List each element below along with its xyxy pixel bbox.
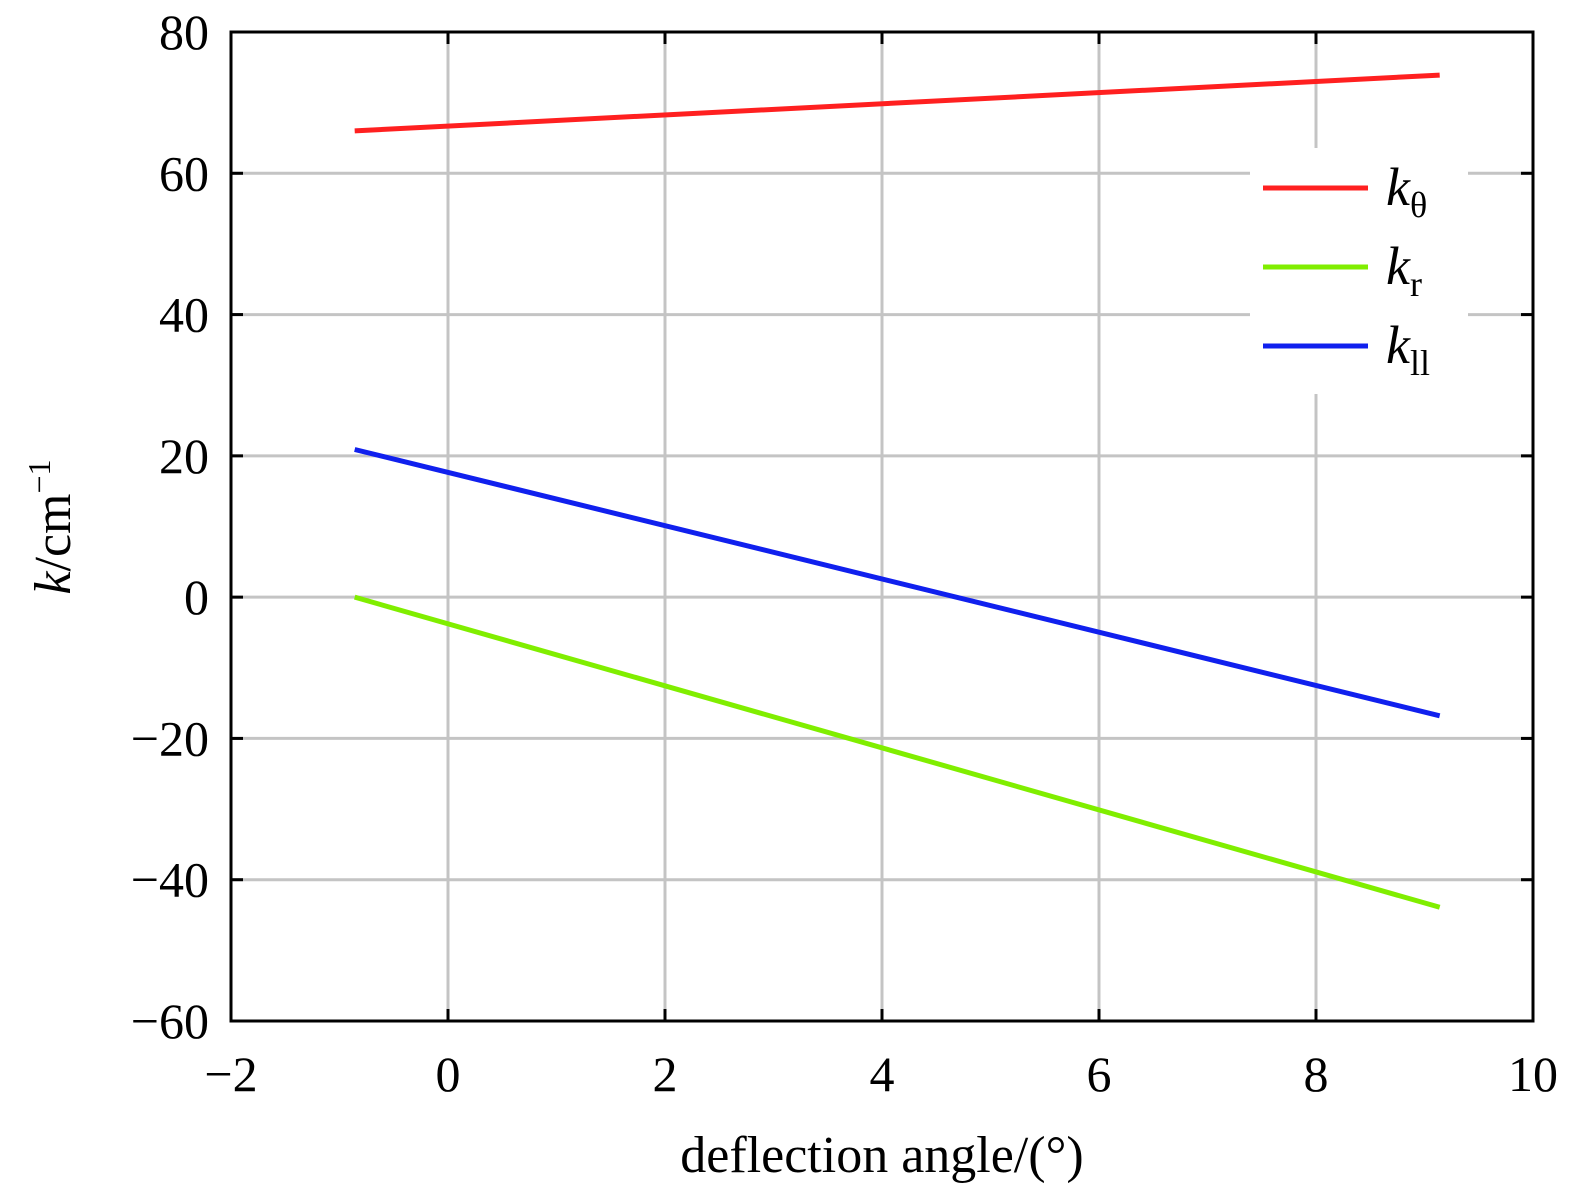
y-tick-label: −20 <box>131 710 209 766</box>
x-tick-label: 8 <box>1304 1046 1329 1102</box>
x-tick-label: −2 <box>204 1046 257 1102</box>
y-tick-label: 80 <box>159 4 209 60</box>
x-tick-label: 10 <box>1508 1046 1558 1102</box>
legend-label-r: kr <box>1386 236 1422 304</box>
y-tick-label: 60 <box>159 145 209 201</box>
y-tick-label: −60 <box>131 993 209 1049</box>
y-axis-label-exponent: −1 <box>21 459 57 493</box>
legend-label-base: k <box>1386 236 1411 296</box>
x-tick-label: 0 <box>436 1046 461 1102</box>
series-line-r <box>354 594 1441 910</box>
x-tick-label: 6 <box>1087 1046 1112 1102</box>
y-tick-label: 40 <box>159 287 209 343</box>
y-axis-label: k/cm−1 <box>21 459 82 594</box>
y-axis-label-symbol: k <box>25 571 82 595</box>
x-tick-label: 4 <box>870 1046 895 1102</box>
legend-label-base: k <box>1386 315 1411 375</box>
y-tick-label: 20 <box>159 428 209 484</box>
series-line-ll <box>354 447 1441 719</box>
legend-background <box>1250 148 1468 394</box>
legend-label-subscript: ll <box>1410 343 1430 383</box>
legend-label-subscript: r <box>1410 264 1422 304</box>
y-tick-label: 0 <box>184 569 209 625</box>
x-axis-label: deflection angle/(°) <box>680 1127 1083 1184</box>
legend-label-ll: kll <box>1386 315 1430 383</box>
series-line-θ <box>354 72 1440 134</box>
x-tick-label: 2 <box>653 1046 678 1102</box>
legend-label-base: k <box>1386 157 1411 217</box>
legend-label-subscript: θ <box>1410 185 1427 225</box>
y-tick-label: −40 <box>131 852 209 908</box>
series-lines <box>354 72 1441 910</box>
legend-label-θ: kθ <box>1386 157 1427 225</box>
y-axis-label-unit: /cm <box>25 493 82 571</box>
